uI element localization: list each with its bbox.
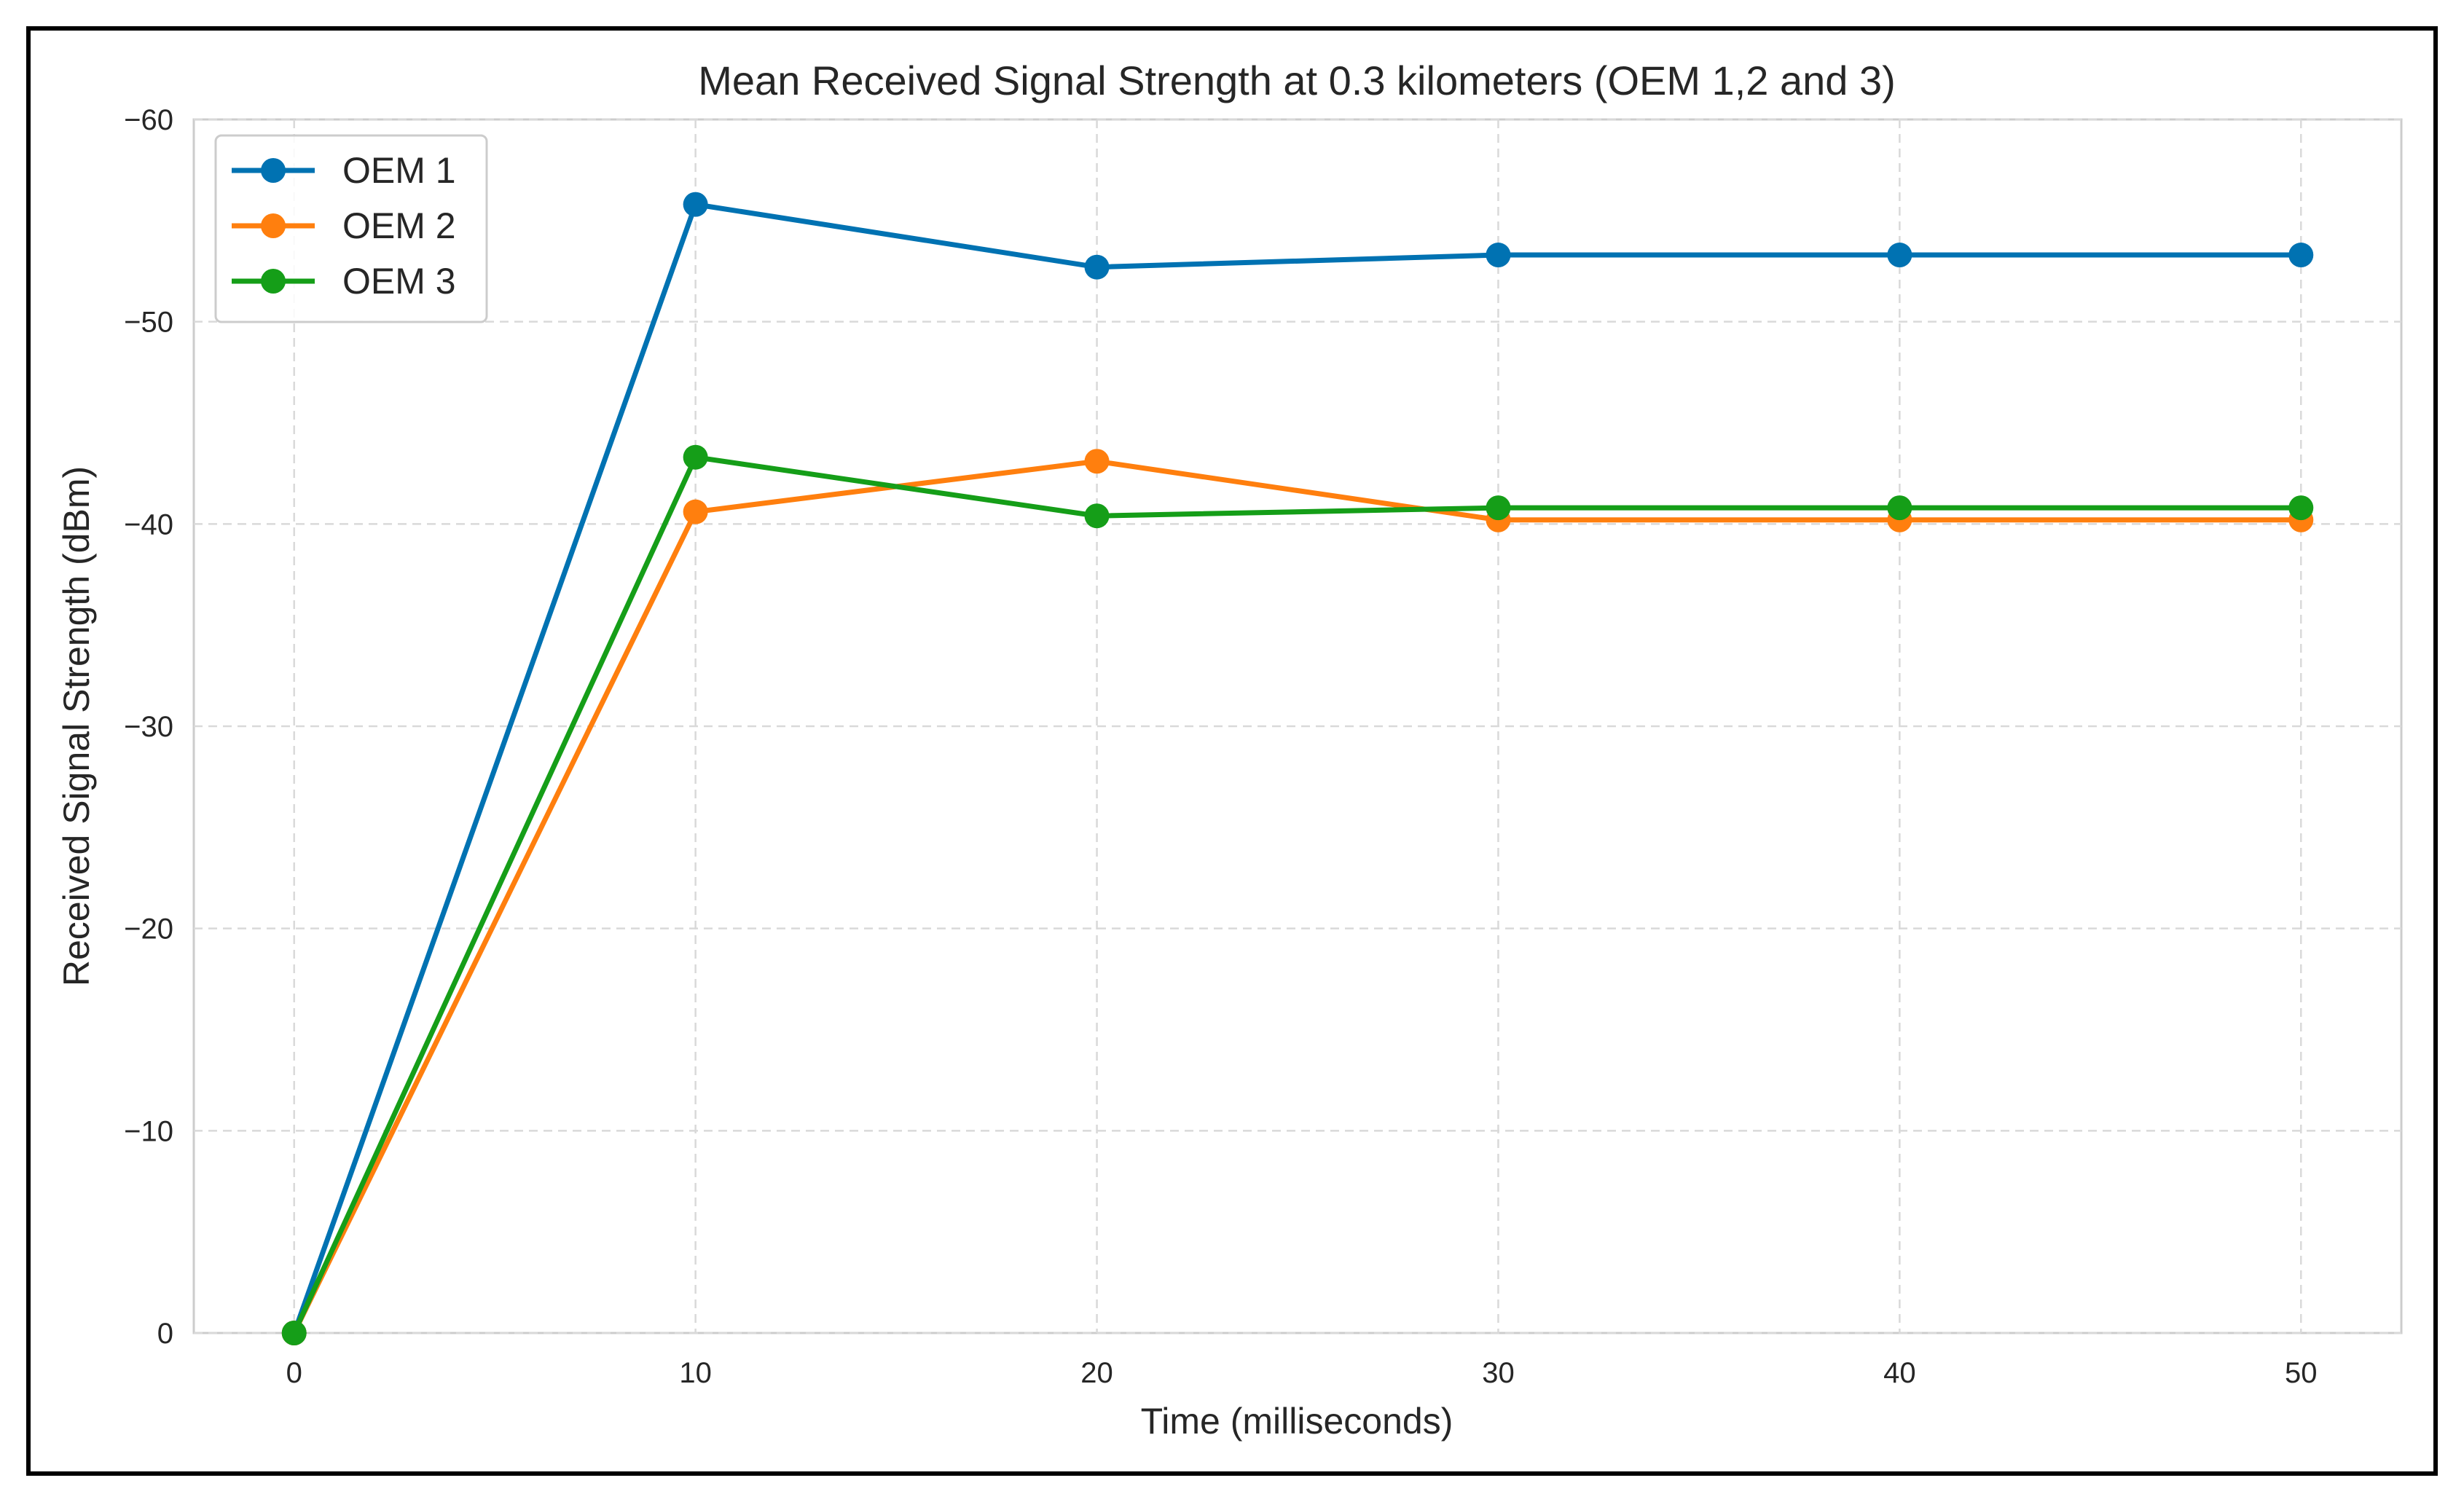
x-tick-label: 30 — [1482, 1357, 1515, 1389]
legend-item-oem-1: OEM 1 — [232, 150, 456, 191]
data-point-oem-2 — [1084, 449, 1110, 474]
data-point-oem-3 — [1084, 503, 1110, 529]
legend-marker-oem-2 — [261, 213, 286, 238]
y-axis-label: Received Signal Strength (dBm) — [56, 466, 97, 986]
data-point-oem-2 — [683, 499, 708, 524]
series-line-oem-1 — [291, 202, 2302, 1334]
legend-item-oem-3: OEM 3 — [232, 261, 456, 302]
data-point-oem-3 — [1486, 495, 1511, 521]
y-tick-label: −60 — [124, 104, 173, 136]
y-tick-label: −10 — [124, 1115, 173, 1147]
x-tick-label: 0 — [286, 1357, 302, 1389]
series-layer — [281, 192, 2314, 1345]
y-tick-label: −30 — [124, 711, 173, 743]
series-oem-3 — [281, 444, 2314, 1345]
data-point-oem-1 — [1486, 243, 1511, 268]
y-tick-label: −20 — [124, 913, 173, 945]
legend-label-oem-1: OEM 1 — [342, 150, 456, 191]
legend-label-oem-2: OEM 2 — [342, 205, 456, 246]
legend: OEM 1 OEM 2 OEM 3 — [214, 134, 488, 323]
x-tick-label: 50 — [2285, 1357, 2318, 1389]
data-point-oem-3 — [1887, 495, 1912, 521]
x-tick-label: 10 — [679, 1357, 712, 1389]
legend-label-oem-3: OEM 3 — [342, 261, 456, 302]
legend-item-oem-2: OEM 2 — [232, 205, 456, 246]
series-line-oem-2 — [291, 458, 2302, 1334]
data-point-oem-3 — [281, 1321, 307, 1345]
data-point-oem-1 — [1084, 254, 1110, 280]
legend-marker-oem-3 — [261, 269, 286, 294]
data-point-oem-1 — [683, 192, 708, 217]
series-line-oem-3 — [291, 455, 2302, 1334]
legend-marker-oem-1 — [261, 158, 286, 183]
y-tick-label: −40 — [124, 508, 173, 540]
data-point-oem-3 — [2288, 495, 2314, 521]
chart-title: Mean Received Signal Strength at 0.3 kil… — [698, 58, 1896, 103]
y-tick-label: 0 — [157, 1318, 173, 1350]
y-tick-label: −50 — [124, 307, 173, 339]
x-axis-label: Time (milliseconds) — [1141, 1401, 1453, 1442]
data-point-oem-3 — [683, 444, 708, 470]
plot-area — [192, 118, 2403, 1334]
data-point-oem-1 — [2288, 243, 2314, 268]
grid — [194, 118, 2401, 1334]
data-point-oem-1 — [1887, 243, 1912, 268]
ticks: 0 10 20 30 40 50 0 −10 −20 −30 −40 −50 −60 — [124, 104, 2317, 1389]
x-tick-label: 40 — [1883, 1357, 1916, 1389]
x-tick-label: 20 — [1080, 1357, 1113, 1389]
